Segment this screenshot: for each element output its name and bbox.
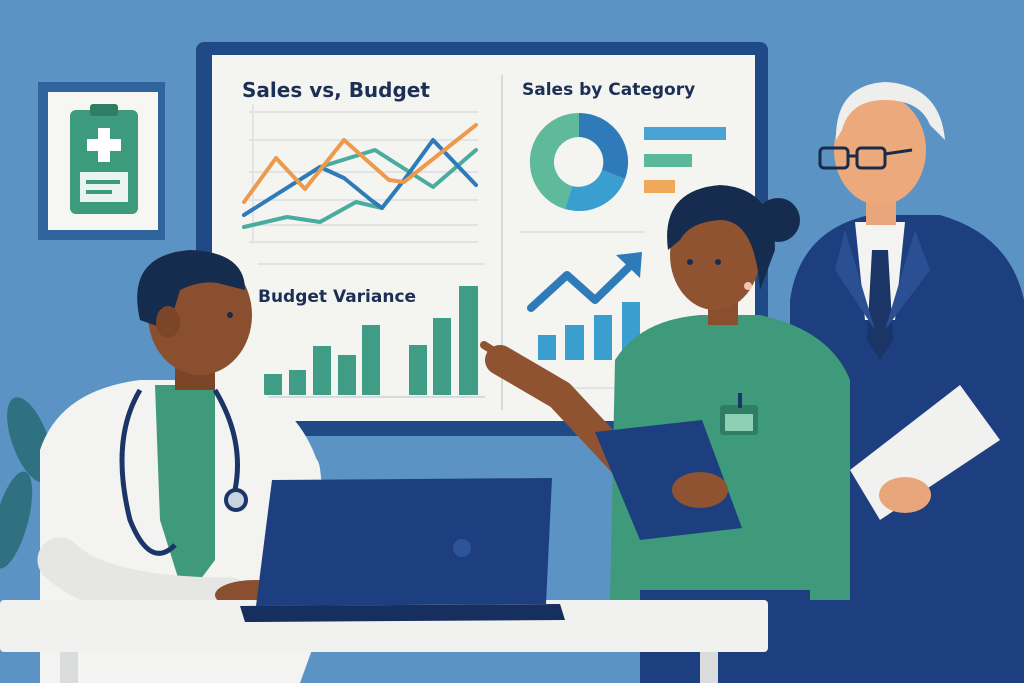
laptop-logo [453,539,471,557]
stethoscope-icon [119,388,240,556]
laptop [240,478,565,622]
nurse-person [480,185,850,683]
legend-bar-blue [644,127,726,140]
hand [879,477,931,513]
donut-slice-lightblue [565,170,625,212]
sales-by-category-donut [529,112,629,212]
donut-slice-green [529,112,579,209]
budget-variance-title: Budget Variance [258,287,416,307]
legend-bar-green [644,154,692,167]
sales-vs-budget-title: Sales vs, Budget [242,78,430,102]
series-line-teal [242,200,384,229]
sales-vs-budget-line-chart [242,104,485,265]
trend-arrow-icon [527,252,642,312]
glasses [818,146,913,170]
tie [867,250,893,360]
series-line-blue [242,138,478,217]
clipboard [595,420,742,540]
donut-slice-blue [579,112,629,179]
series-line-teal-upper [318,148,478,189]
series-line-orange [242,123,478,204]
budget-variance-bars [264,286,478,395]
dashboard-monitor: Sales vs, Budget Sales by Category Budge… [196,42,768,436]
medical-clipboard-icon [38,82,165,240]
legend-bar-orange [644,180,675,193]
white-hair [835,82,945,140]
desk [0,600,768,683]
sales-by-category-title: Sales by Category [522,80,695,100]
